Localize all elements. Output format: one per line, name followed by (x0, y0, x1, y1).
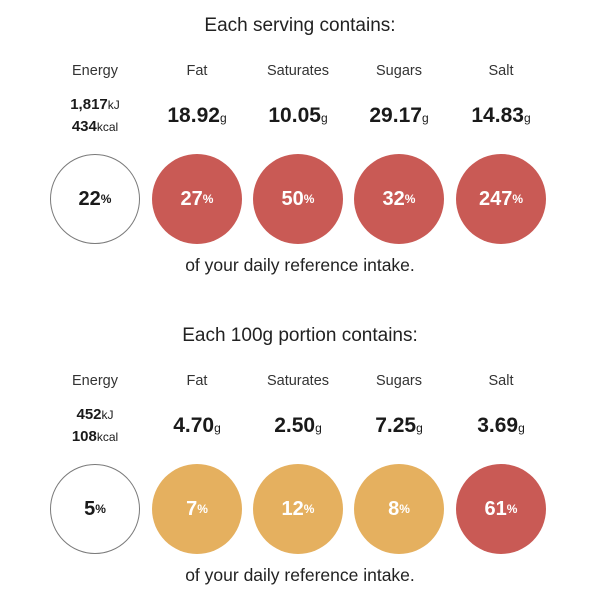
sugars-amount: 29.17g (349, 104, 449, 128)
sugars-value: 7.25 (375, 414, 417, 437)
energy-kj: 452 (76, 406, 102, 423)
saturates-unit: g (315, 421, 322, 435)
label-sugars: Sugars (376, 63, 422, 79)
fat-percent-circle: 27% (152, 154, 242, 244)
salt-value: 14.83 (471, 104, 524, 127)
salt-percent-circle: 247% (456, 154, 546, 244)
salt-percent-circle: 61% (456, 464, 546, 554)
energy-percent-circle: 5% (50, 464, 140, 554)
energy-kcal: 434 (71, 118, 97, 135)
label-saturates: Saturates (266, 373, 330, 389)
saturates-amount: 2.50g (248, 414, 348, 438)
salt-value: 3.69 (477, 414, 519, 437)
fat-amount: 18.92g (147, 104, 247, 128)
per-serving-footer: of your daily reference intake. (185, 255, 415, 275)
label-fat: Fat (186, 373, 208, 389)
label-energy: Energy (72, 63, 118, 79)
per-serving-panel: Each serving contains: Energy Fat Satura… (0, 0, 600, 300)
energy-kcal: 108 (71, 428, 97, 445)
label-salt: Salt (488, 63, 514, 79)
energy-kj: 1,817 (70, 96, 108, 113)
saturates-value: 2.50 (274, 414, 316, 437)
fat-unit: g (214, 421, 221, 435)
saturates-value: 10.05 (268, 104, 321, 127)
saturates-amount: 10.05g (248, 104, 348, 128)
fat-percent-circle: 7% (152, 464, 242, 554)
energy-kcal-unit: kcal (96, 120, 119, 134)
fat-value: 18.92 (167, 104, 220, 127)
energy-kj-unit: kJ (107, 98, 120, 112)
sugars-unit: g (421, 111, 429, 125)
energy-percent-circle: 22% (50, 154, 140, 244)
fat-value: 4.70 (173, 414, 215, 437)
salt-unit: g (523, 111, 531, 125)
label-sugars: Sugars (376, 373, 422, 389)
energy-value: 452kJ 108kcal (45, 404, 145, 448)
salt-unit: g (518, 421, 525, 435)
per-100g-panel: Each 100g portion contains: Energy Fat S… (0, 310, 600, 610)
saturates-percent-circle: 50% (253, 154, 343, 244)
sugars-percent-circle: 32% (354, 154, 444, 244)
sugars-percent-circle: 8% (354, 464, 444, 554)
per-100g-heading: Each 100g portion contains: (182, 325, 418, 346)
salt-amount: 3.69g (451, 414, 551, 438)
sugars-amount: 7.25g (349, 414, 449, 438)
saturates-unit: g (320, 111, 328, 125)
energy-kj-unit: kJ (101, 408, 114, 422)
saturates-percent-circle: 12% (253, 464, 343, 554)
sugars-value: 29.17 (369, 104, 422, 127)
per-serving-heading: Each serving contains: (204, 15, 396, 36)
energy-kcal-unit: kcal (96, 430, 119, 444)
label-saturates: Saturates (266, 63, 330, 79)
label-fat: Fat (186, 63, 208, 79)
salt-amount: 14.83g (451, 104, 551, 128)
label-energy: Energy (72, 373, 118, 389)
per-100g-footer: of your daily reference intake. (185, 565, 415, 585)
fat-amount: 4.70g (147, 414, 247, 438)
sugars-unit: g (416, 421, 423, 435)
fat-unit: g (219, 111, 227, 125)
energy-value: 1,817kJ 434kcal (45, 94, 145, 138)
label-salt: Salt (488, 373, 514, 389)
